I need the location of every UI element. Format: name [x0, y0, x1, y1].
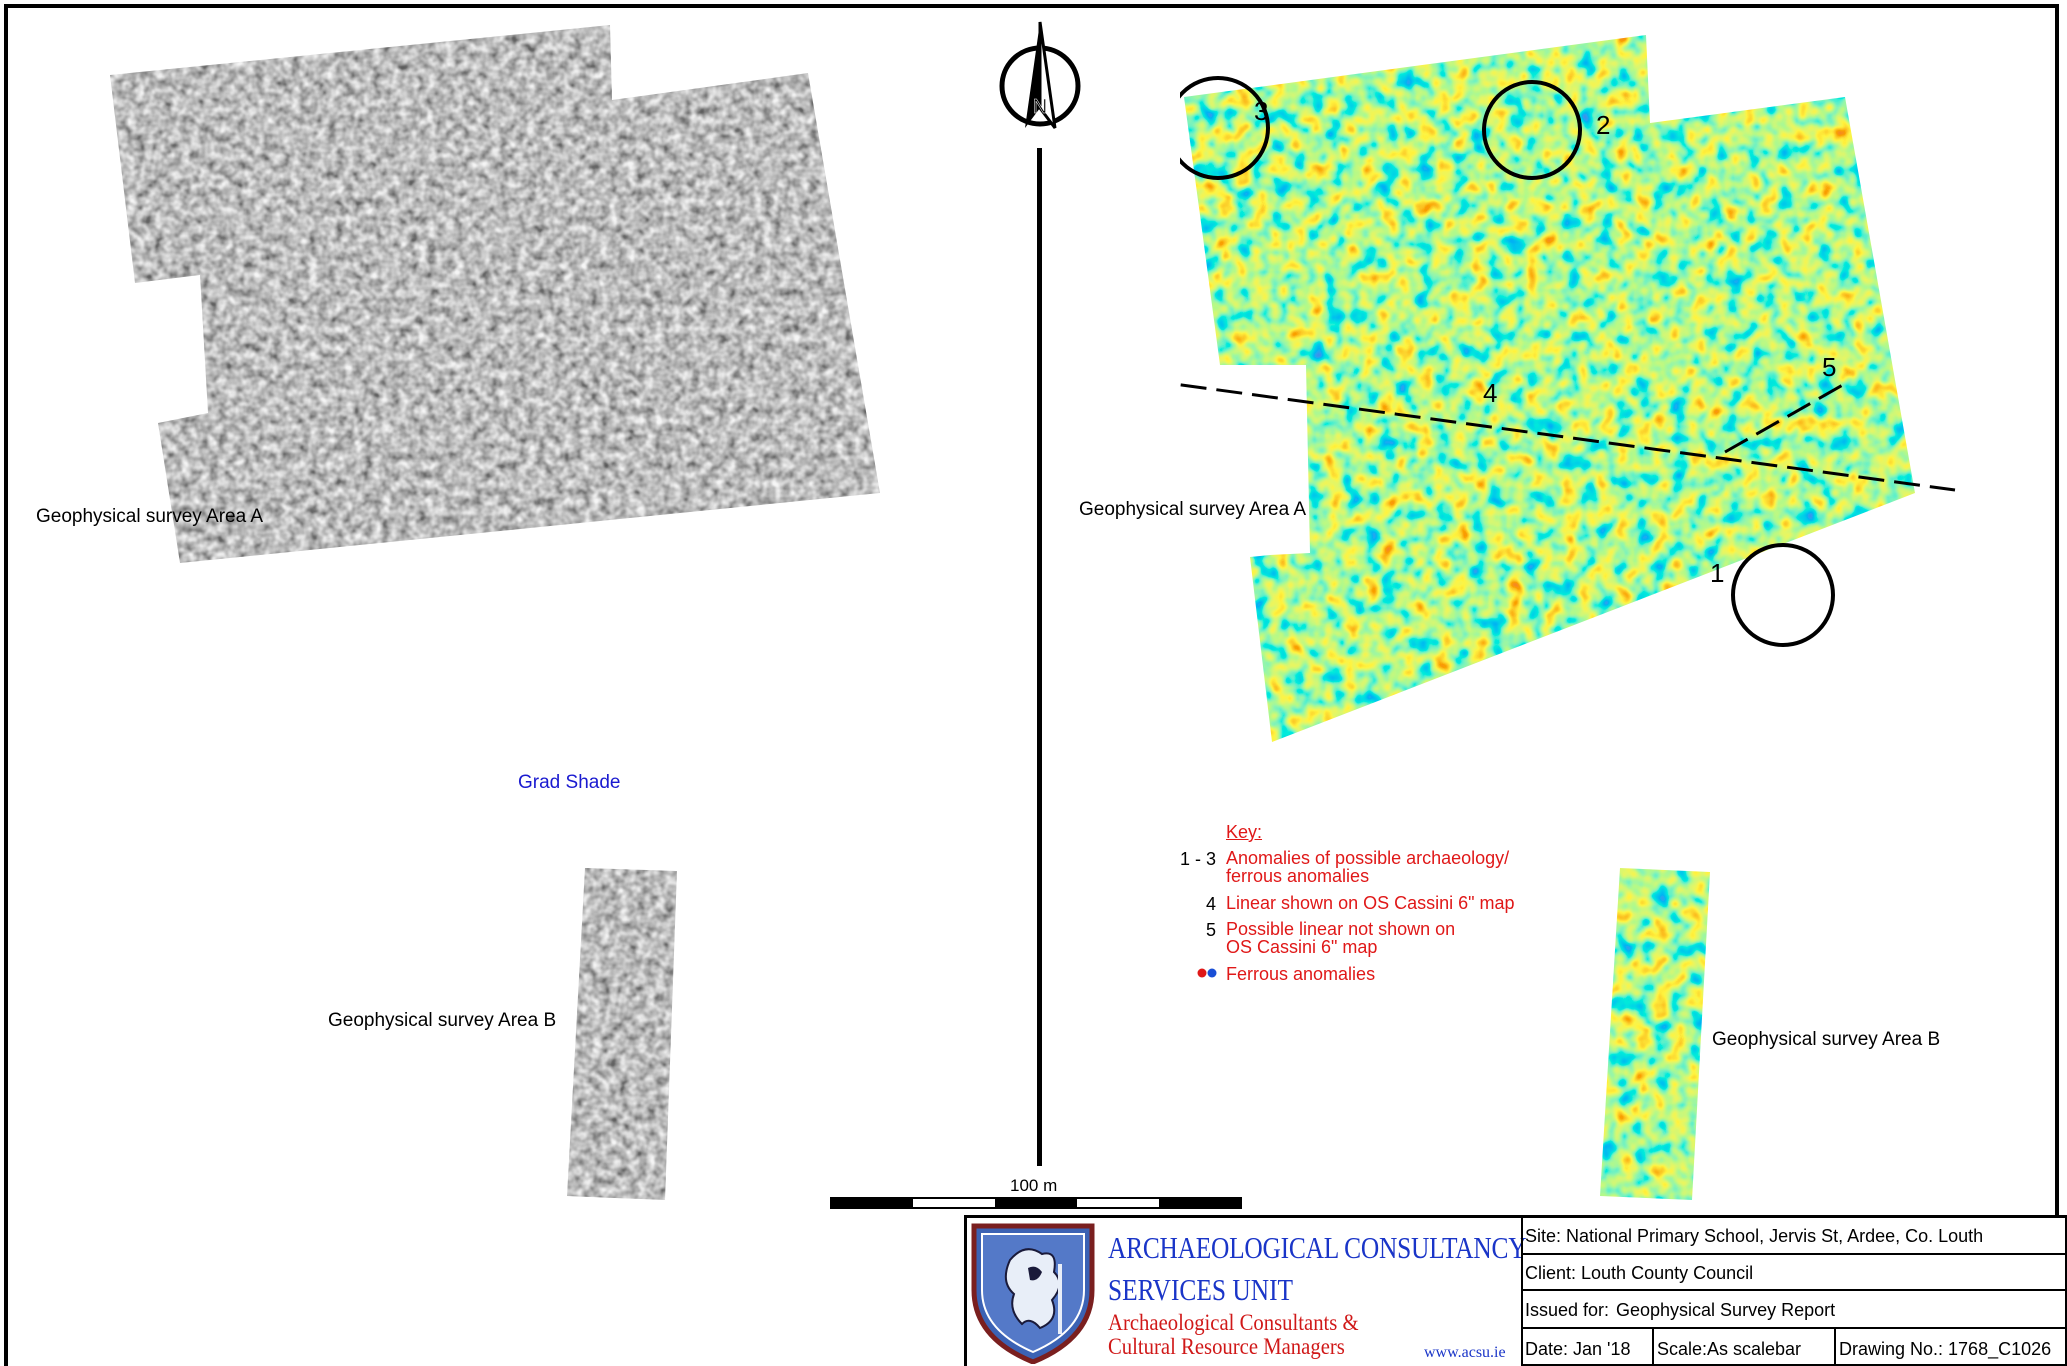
- site-label: Site:: [1525, 1226, 1562, 1246]
- anomaly-number-4: 4: [1483, 378, 1498, 408]
- right-area-b-label: Geophysical survey Area B: [1712, 1029, 1941, 1050]
- linear-5-line: [1724, 380, 1849, 454]
- site-value: National Primary School, Jervis St, Arde…: [1566, 1226, 1984, 1246]
- key-item-4-line1: Ferrous anomalies: [1226, 964, 1376, 984]
- right-area-a-label: Geophysical survey Area A: [1079, 499, 1307, 520]
- key-item-1-line1: Anomalies of possible archaeology/: [1226, 848, 1510, 868]
- ferrous-dots-icon: [1197, 968, 1217, 978]
- anomaly-number-1: 1: [1710, 558, 1725, 588]
- tagline-line1: Archaeological Consultants &: [1108, 1310, 1359, 1335]
- scale-value: As scalebar: [1707, 1339, 1802, 1359]
- anomaly-number-5: 5: [1822, 352, 1837, 382]
- anomaly-number-2: 2: [1596, 110, 1611, 140]
- scale-bar: [830, 1197, 1242, 1209]
- drawing-no-cell: [1834, 1327, 2067, 1366]
- scale-label: Scale:: [1657, 1339, 1708, 1359]
- key-item-2-line1: Linear shown on OS Cassini 6" map: [1226, 893, 1515, 913]
- grad-shade-area-a: [110, 25, 880, 563]
- key-title: Key:: [1226, 822, 1263, 842]
- left-area-b-label: Geophysical survey Area B: [328, 1010, 557, 1031]
- grad-shade-area-b: [567, 868, 677, 1200]
- key-item-2-code: 4: [1205, 894, 1216, 914]
- grad-shade-caption: Grad Shade: [518, 772, 621, 793]
- website-link[interactable]: www.acsu.ie: [1424, 1344, 1506, 1361]
- issued-value: Geophysical Survey Report: [1616, 1300, 1836, 1320]
- anomaly-circle-3: [1180, 76, 1270, 180]
- left-area-a-label: Geophysical survey Area A: [36, 506, 264, 527]
- anomaly-circle-2: [1482, 80, 1582, 180]
- anomaly-circle-1: [1731, 543, 1835, 647]
- linear-4-line: [1180, 383, 1956, 492]
- org-name-line2: SERVICES UNIT: [1108, 1272, 1294, 1307]
- north-arrow-icon: N: [999, 21, 1081, 129]
- key-item-3-line2: OS Cassini 6" map: [1226, 937, 1378, 957]
- org-name-line1: ARCHAEOLOGICAL CONSULTANCY: [1108, 1230, 1527, 1265]
- tagline-line2: Cultural Resource Managers: [1108, 1334, 1345, 1359]
- key-item-3-code: 5: [1205, 920, 1216, 940]
- panel-divider: [1037, 148, 1042, 1166]
- drawing-frame: [4, 4, 2059, 1366]
- north-letter: N: [1033, 96, 1047, 118]
- colour-plot-area-a: [1180, 35, 1956, 742]
- anomaly-number-3: 3: [1254, 96, 1269, 126]
- drawing-no-value: Drawing No.: 1768_C1026: [1839, 1339, 2052, 1359]
- key-item-3-line1: Possible linear not shown on: [1226, 919, 1456, 939]
- issued-label: Issued for:: [1525, 1300, 1610, 1320]
- date-value: Date: Jan '18: [1525, 1339, 1631, 1359]
- key-item-1-code: 1 - 3: [1179, 849, 1216, 869]
- key-item-1-line2: ferrous anomalies: [1226, 866, 1370, 886]
- acsu-shield-logo-icon: [971, 1223, 1095, 1364]
- colour-plot-area-b: [1600, 868, 1710, 1200]
- scale-bar-label: 100 m: [1010, 1176, 1058, 1195]
- client-value: Client: Louth County Council: [1525, 1263, 1754, 1283]
